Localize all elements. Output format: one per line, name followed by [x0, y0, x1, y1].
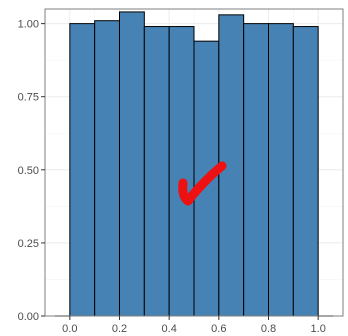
x-tick-label: 0.8 — [261, 323, 276, 335]
y-tick-label: 0.50 — [18, 165, 39, 177]
x-tick-label: 1.0 — [311, 323, 326, 335]
axes: 0.00 0.25 0.50 0.75 1.00 0.0 0.2 0.4 0.6 0.8 1.0 — [18, 19, 326, 335]
histogram-bar — [119, 11, 145, 317]
x-tick-label: 0.2 — [112, 323, 127, 335]
histogram-bar — [143, 26, 170, 317]
y-tick-label: 1.00 — [18, 19, 39, 31]
checkmark-annotation — [178, 161, 227, 206]
y-tick-label: 0.75 — [18, 92, 39, 104]
histogram-bar — [94, 20, 120, 317]
y-tick-label: 0.00 — [18, 311, 39, 323]
y-tick-label: 0.25 — [18, 238, 39, 250]
x-tick-label: 0.4 — [162, 323, 177, 335]
histogram-bar — [168, 26, 195, 317]
x-tick-label: 0.6 — [211, 323, 226, 335]
red-checkmark-icon — [178, 161, 227, 206]
histogram-bar — [268, 23, 294, 317]
histogram-bar — [69, 23, 96, 317]
plot-panel-border — [44, 8, 344, 317]
histogram-bar — [243, 23, 270, 317]
bars — [69, 11, 319, 317]
histogram-bar — [292, 26, 319, 317]
x-tick-label: 0.0 — [62, 323, 77, 335]
